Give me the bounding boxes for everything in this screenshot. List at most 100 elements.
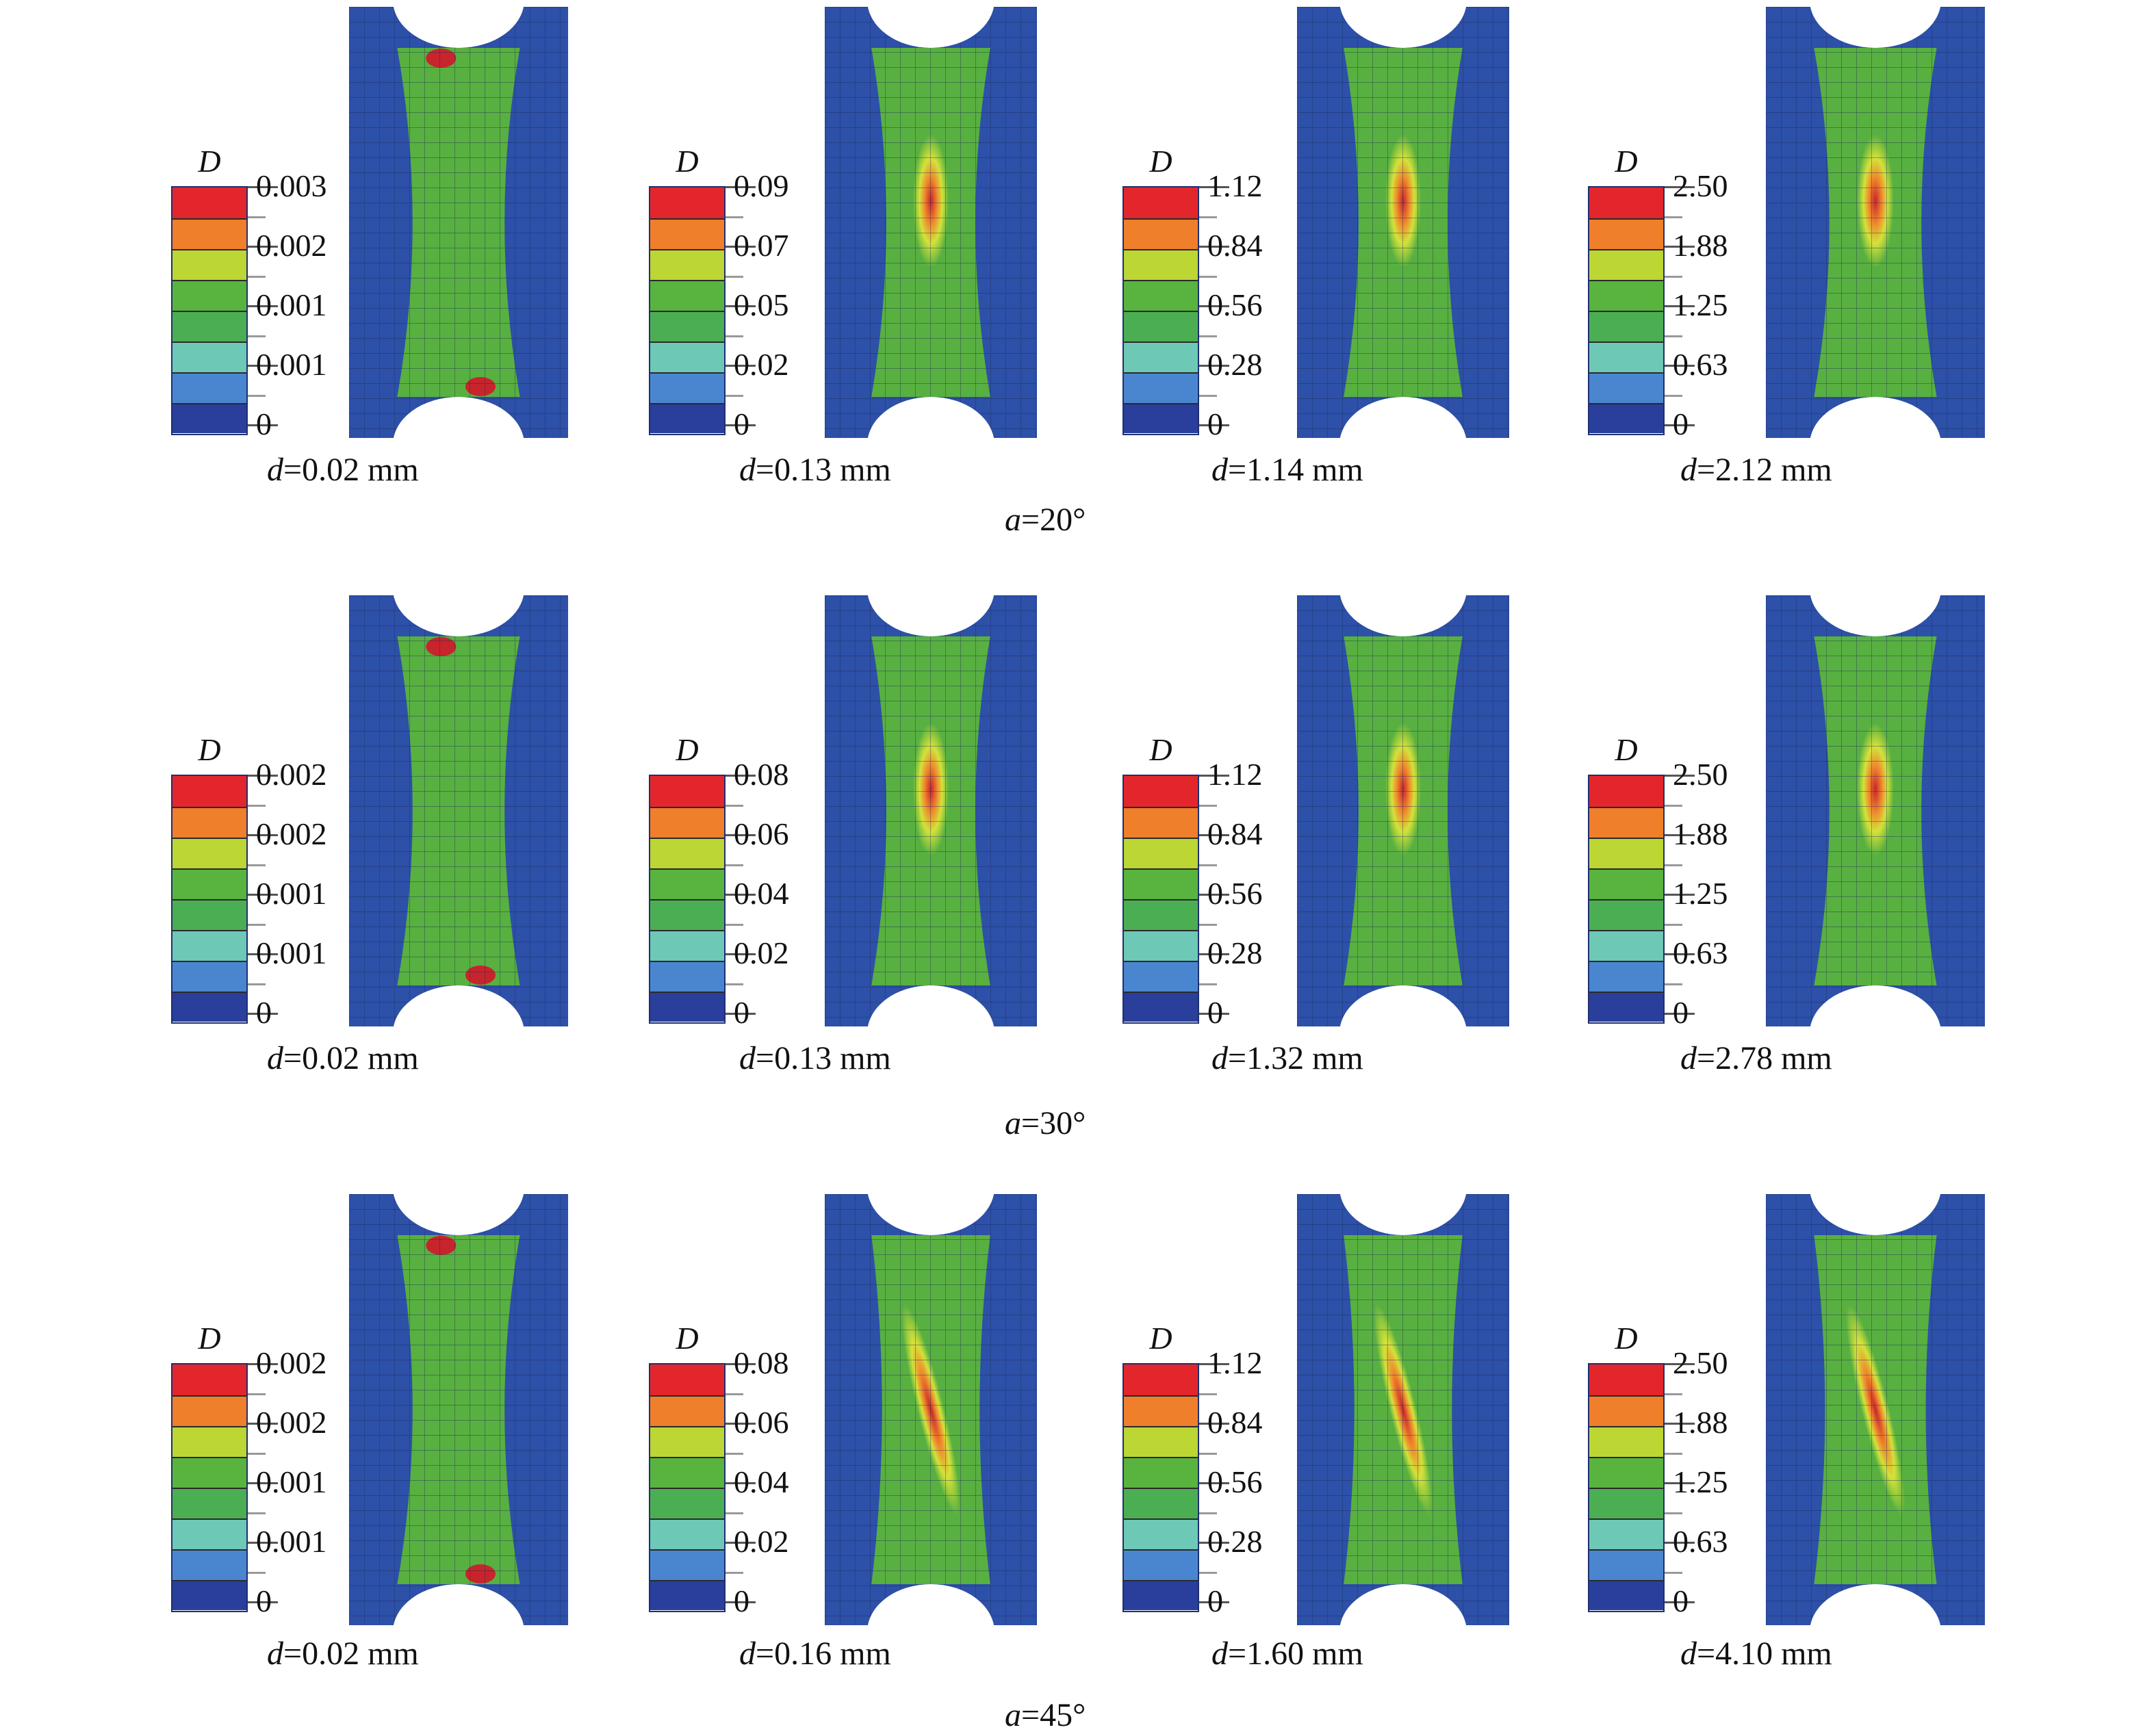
legend-band <box>1589 218 1663 250</box>
legend-tick <box>1665 953 1695 955</box>
legend-value: 1.88 <box>1673 228 1728 263</box>
caption-value: =0.13 mm <box>756 452 891 488</box>
legend-value: 0 <box>734 1583 749 1618</box>
legend-value: 0 <box>256 995 272 1030</box>
bottom-notch <box>394 985 524 1026</box>
displacement-caption: d=0.13 mm <box>739 452 891 489</box>
legend-minor-tick <box>726 395 743 397</box>
legend-band <box>1589 403 1663 433</box>
legend-value: 0.63 <box>1673 935 1728 970</box>
legend-symbol: D <box>198 144 221 179</box>
legend-tick <box>1199 1542 1229 1544</box>
legend-band <box>1589 187 1663 219</box>
legend-value: 0 <box>256 1583 272 1618</box>
legend-minor-tick <box>1199 805 1217 807</box>
legend-symbol: D <box>1615 732 1638 767</box>
specimen-contour-plot <box>825 7 1037 438</box>
legend-value: 1.25 <box>1673 876 1728 911</box>
legend-value: 0.02 <box>734 1524 789 1559</box>
legend-tick <box>1665 186 1695 188</box>
legend-tick <box>1665 1423 1695 1425</box>
legend-minor-tick <box>1199 335 1217 337</box>
legend-symbol: D <box>198 732 221 767</box>
legend-tick <box>1665 834 1695 836</box>
legend-tick <box>726 186 756 188</box>
legend-color-bar <box>1588 1363 1665 1612</box>
legend-band <box>1124 899 1198 931</box>
legend-band <box>650 403 724 433</box>
legend-value: 1.25 <box>1673 287 1728 322</box>
legend-band <box>1589 311 1663 342</box>
caption-value: =0.02 mm <box>283 452 419 488</box>
caption-value: =4.10 mm <box>1697 1635 1832 1672</box>
gauge-mesh <box>871 48 990 397</box>
legend-tick <box>726 775 756 777</box>
legend-tick <box>1665 305 1695 307</box>
bottom-notch <box>867 1584 994 1625</box>
legend-value: 0.001 <box>256 287 327 322</box>
bottom-notch <box>1339 985 1467 1026</box>
legend-band <box>650 899 724 931</box>
legend-tick <box>248 365 278 367</box>
displacement-caption: d=0.13 mm <box>739 1040 891 1077</box>
legend-band <box>650 1549 724 1581</box>
angle-variable: a <box>1005 502 1021 538</box>
caption-variable: d <box>739 1635 756 1672</box>
legend-minor-tick <box>1665 1393 1682 1395</box>
legend-tick <box>1665 775 1695 777</box>
legend-tick <box>1665 1363 1695 1365</box>
legend-minor-tick <box>1199 864 1217 866</box>
legend-band <box>172 961 246 992</box>
bottom-notch <box>1339 1584 1467 1625</box>
legend-value: 0 <box>1673 1583 1689 1618</box>
legend-value: 2.50 <box>1673 757 1728 792</box>
legend-band <box>1589 807 1663 838</box>
legend-color-bar <box>649 775 726 1024</box>
legend-band <box>650 1395 724 1427</box>
legend-minor-tick <box>248 924 266 926</box>
legend-color-bar <box>1588 186 1665 435</box>
legend-band <box>172 249 246 281</box>
legend-band <box>172 280 246 311</box>
caption-value: =0.02 mm <box>283 1635 419 1672</box>
legend-minor-tick <box>726 1393 743 1395</box>
caption-value: =1.14 mm <box>1228 452 1363 488</box>
legend-value: 0 <box>1207 406 1223 441</box>
top-notch <box>1339 595 1467 636</box>
legend-band <box>172 930 246 961</box>
top-notch <box>1810 595 1940 636</box>
angle-value: =45° <box>1021 1697 1086 1733</box>
top-notch <box>867 595 994 636</box>
legend-band <box>172 776 246 807</box>
legend-band <box>1589 1426 1663 1458</box>
legend-minor-tick <box>726 1572 743 1574</box>
legend-band <box>172 1426 246 1458</box>
legend-band <box>650 1518 724 1550</box>
gauge-mesh <box>1344 1235 1463 1584</box>
displacement-caption: d=0.02 mm <box>267 1040 419 1077</box>
legend-symbol: D <box>676 144 699 179</box>
legend-value: 0.84 <box>1207 816 1263 851</box>
legend-band <box>1124 1457 1198 1488</box>
legend-symbol: D <box>676 732 699 767</box>
caption-variable: d <box>1680 452 1697 488</box>
legend-band <box>1124 249 1198 281</box>
displacement-caption: d=0.02 mm <box>267 452 419 489</box>
caption-value: =0.13 mm <box>756 1040 891 1076</box>
legend-band <box>172 187 246 219</box>
top-notch <box>867 7 994 48</box>
legend-value: 0.06 <box>734 816 789 851</box>
legend-minor-tick <box>1665 216 1682 218</box>
legend-value: 0.05 <box>734 287 789 322</box>
legend-band <box>1124 1426 1198 1458</box>
legend-band <box>1589 930 1663 961</box>
legend-value: 0.001 <box>256 935 327 970</box>
legend-tick <box>1665 1601 1695 1603</box>
bottom-notch <box>1810 1584 1940 1625</box>
legend-band <box>1124 1364 1198 1396</box>
legend-band <box>1589 1395 1663 1427</box>
legend-band <box>650 372 724 404</box>
legend-tick <box>1665 246 1695 248</box>
legend-tick <box>248 186 278 188</box>
legend-band <box>1589 961 1663 992</box>
